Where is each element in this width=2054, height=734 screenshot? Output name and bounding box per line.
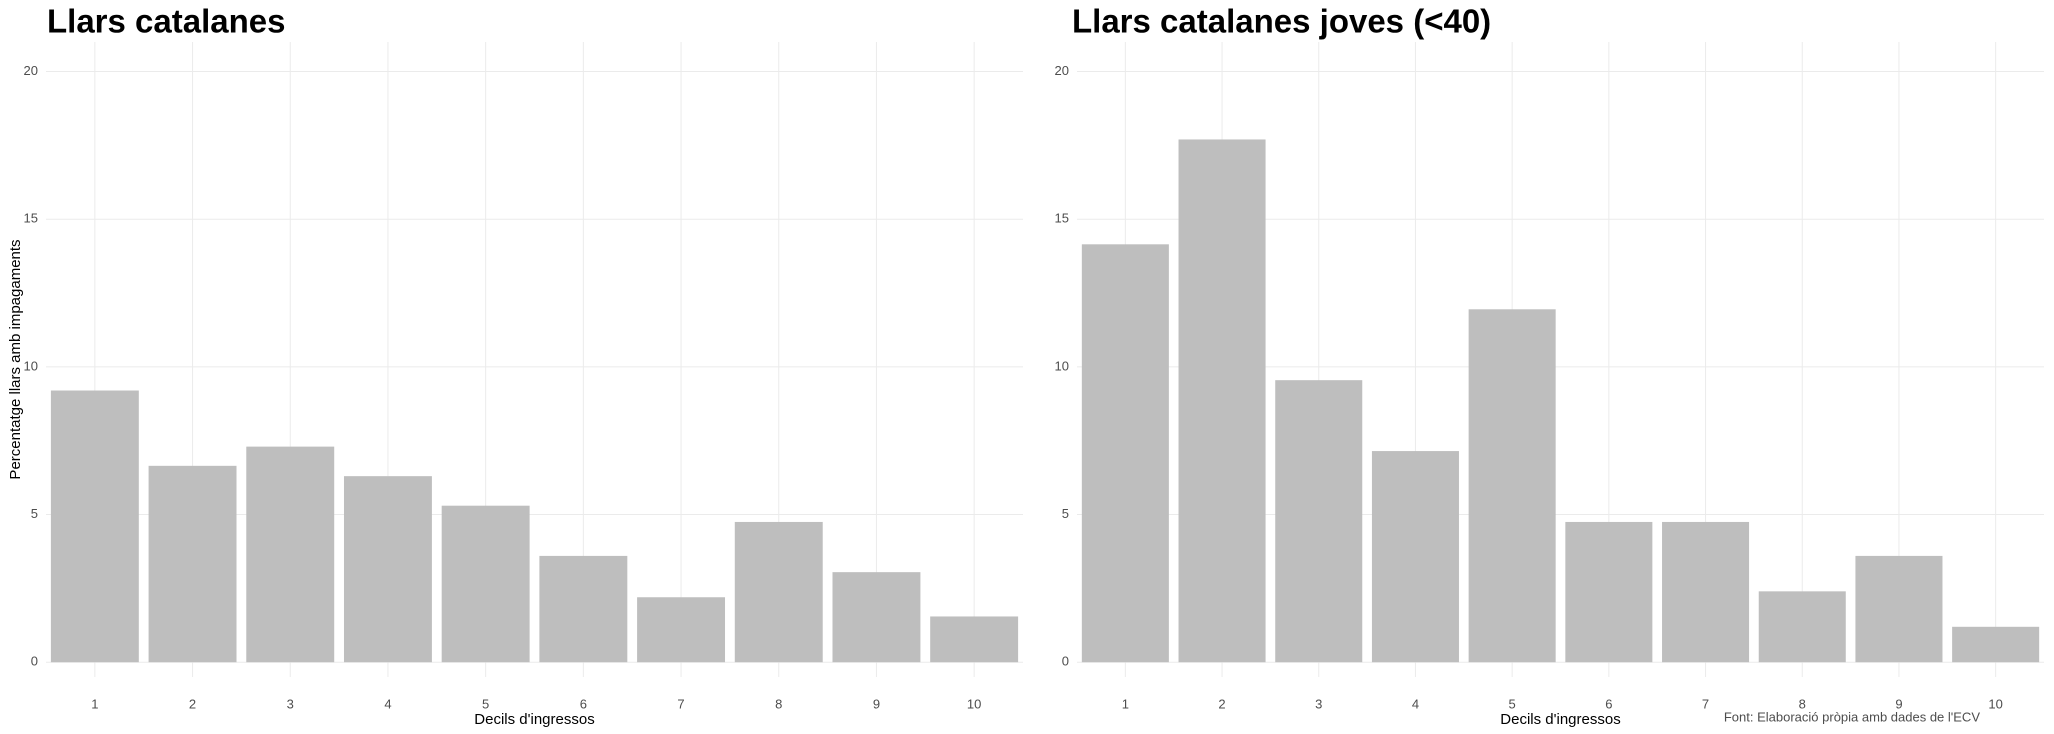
y-tick-label: 15	[24, 211, 38, 226]
y-tick-label: 15	[1055, 211, 1069, 226]
y-tick-label: 20	[24, 63, 38, 78]
x-tick-label: 6	[1605, 696, 1612, 711]
bar	[539, 555, 628, 663]
bar	[930, 616, 1019, 663]
x-tick-label: 9	[1895, 696, 1902, 711]
bar	[1178, 139, 1266, 663]
y-tick-label: 5	[1062, 506, 1069, 521]
x-tick-label: 3	[1315, 696, 1322, 711]
y-tick-label: 20	[1055, 63, 1069, 78]
bar	[441, 505, 530, 663]
bar	[1758, 591, 1846, 663]
chart-title: Llars catalanes joves (<40)	[1072, 3, 1491, 40]
bar	[343, 476, 432, 663]
y-tick-label: 0	[31, 654, 38, 669]
x-tick-label: 10	[1988, 696, 2002, 711]
x-tick-label: 5	[482, 696, 489, 711]
bar	[734, 521, 823, 663]
bar	[1468, 309, 1556, 663]
bar	[1952, 626, 2040, 663]
x-tick-label: 4	[1412, 696, 1419, 711]
x-tick-label: 2	[189, 696, 196, 711]
x-axis-title: Decils d'ingressos	[474, 711, 594, 728]
y-tick-label: 5	[31, 506, 38, 521]
bar	[832, 572, 921, 663]
x-tick-label: 3	[287, 696, 294, 711]
x-tick-label: 2	[1218, 696, 1225, 711]
bar	[246, 446, 335, 663]
bar	[1855, 555, 1943, 663]
y-axis-title: Percentatge llars amb impagaments	[7, 239, 24, 479]
bar	[1275, 380, 1363, 663]
bar	[1081, 244, 1169, 663]
x-tick-label: 1	[1122, 696, 1129, 711]
x-tick-label: 8	[1799, 696, 1806, 711]
bar	[1371, 451, 1459, 663]
y-tick-label: 0	[1062, 654, 1069, 669]
chart-title: Llars catalanes	[47, 3, 285, 40]
x-tick-label: 9	[873, 696, 880, 711]
x-tick-label: 5	[1509, 696, 1516, 711]
caption: Font: Elaboració pròpia amb dades de l'E…	[1724, 709, 1980, 724]
x-tick-label: 1	[91, 696, 98, 711]
x-tick-label: 4	[384, 696, 391, 711]
bar	[148, 465, 237, 663]
bar	[1662, 521, 1750, 663]
y-tick-label: 10	[1055, 358, 1069, 373]
y-tick-label: 10	[24, 358, 38, 373]
x-tick-label: 6	[580, 696, 587, 711]
bar	[637, 597, 726, 663]
x-axis-title: Decils d'ingressos	[1500, 711, 1620, 728]
bar	[1565, 521, 1653, 663]
x-tick-label: 10	[967, 696, 981, 711]
x-tick-label: 7	[677, 696, 684, 711]
bar	[50, 390, 139, 663]
x-tick-label: 7	[1702, 696, 1709, 711]
x-tick-label: 8	[775, 696, 782, 711]
